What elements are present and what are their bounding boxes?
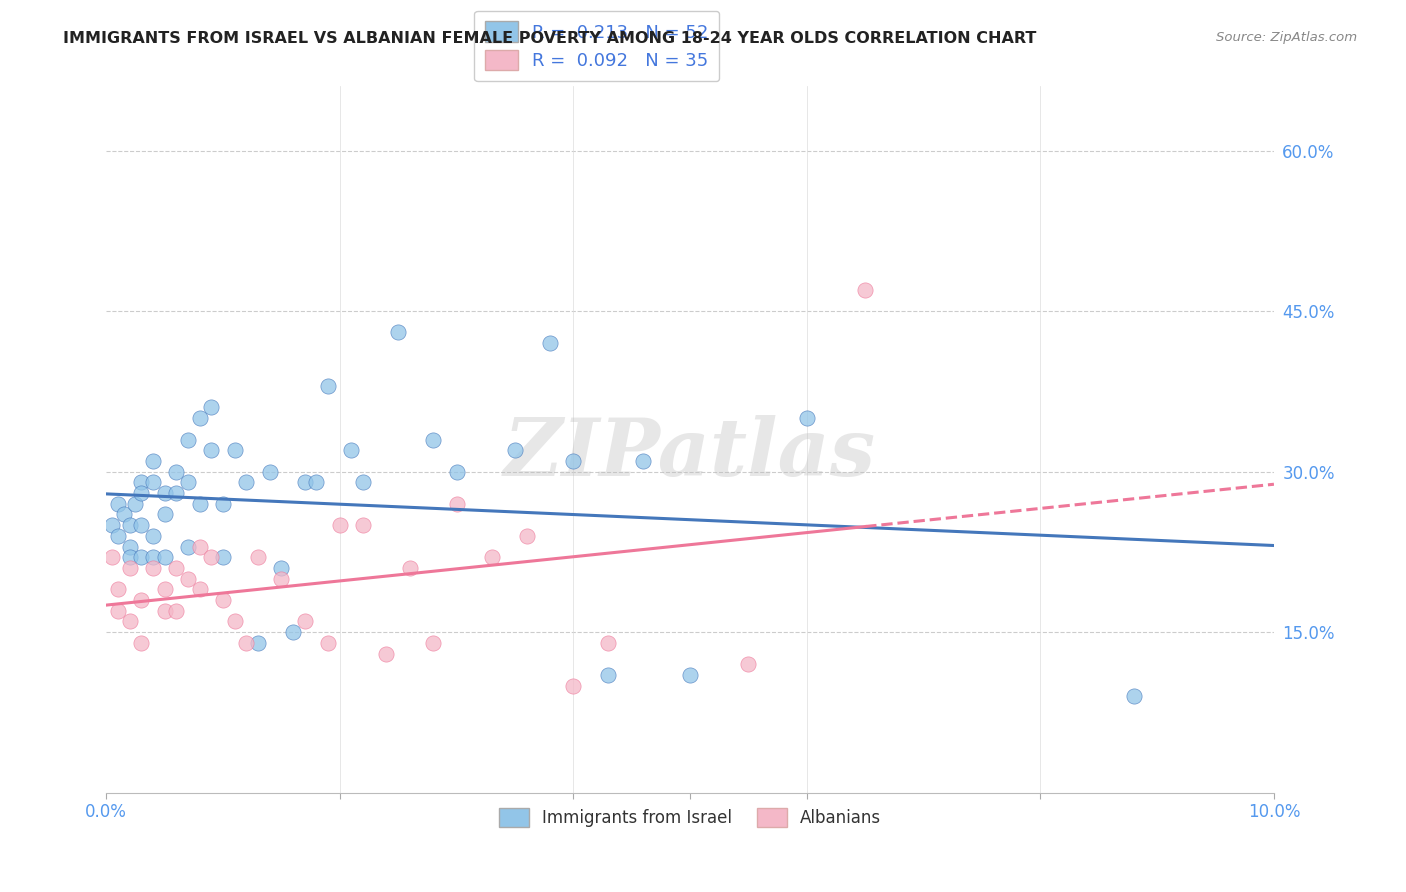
- Point: [177, 433, 200, 447]
- Point: [142, 475, 165, 490]
- Point: [796, 411, 818, 425]
- Point: [316, 379, 339, 393]
- Point: [212, 550, 235, 565]
- Point: [562, 454, 585, 468]
- Point: [165, 465, 187, 479]
- Point: [398, 561, 420, 575]
- Point: [224, 615, 246, 629]
- Point: [212, 497, 235, 511]
- Point: [679, 668, 702, 682]
- Point: [118, 615, 141, 629]
- Point: [387, 326, 409, 340]
- Point: [107, 582, 129, 597]
- Point: [224, 443, 246, 458]
- Point: [446, 497, 468, 511]
- Legend: Immigrants from Israel, Albanians: Immigrants from Israel, Albanians: [492, 801, 889, 834]
- Point: [129, 550, 152, 565]
- Text: ZIPatlas: ZIPatlas: [503, 415, 876, 492]
- Point: [188, 540, 211, 554]
- Point: [142, 454, 165, 468]
- Point: [329, 518, 352, 533]
- Point: [598, 636, 620, 650]
- Point: [235, 636, 257, 650]
- Point: [129, 475, 152, 490]
- Point: [598, 668, 620, 682]
- Point: [538, 336, 561, 351]
- Point: [352, 475, 374, 490]
- Point: [375, 647, 398, 661]
- Point: [212, 593, 235, 607]
- Point: [281, 625, 304, 640]
- Point: [316, 636, 339, 650]
- Point: [129, 636, 152, 650]
- Point: [305, 475, 328, 490]
- Point: [270, 561, 292, 575]
- Point: [177, 572, 200, 586]
- Point: [352, 518, 374, 533]
- Point: [188, 411, 211, 425]
- Point: [294, 475, 316, 490]
- Point: [142, 550, 165, 565]
- Point: [124, 497, 146, 511]
- Point: [188, 497, 211, 511]
- Point: [200, 401, 222, 415]
- Point: [516, 529, 538, 543]
- Point: [107, 604, 129, 618]
- Point: [165, 604, 187, 618]
- Point: [129, 486, 152, 500]
- Point: [259, 465, 281, 479]
- Text: Source: ZipAtlas.com: Source: ZipAtlas.com: [1216, 31, 1357, 45]
- Point: [188, 582, 211, 597]
- Point: [142, 529, 165, 543]
- Point: [853, 283, 876, 297]
- Point: [1122, 690, 1144, 704]
- Point: [153, 582, 176, 597]
- Point: [153, 550, 176, 565]
- Point: [200, 443, 222, 458]
- Point: [107, 497, 129, 511]
- Point: [247, 550, 270, 565]
- Point: [118, 540, 141, 554]
- Point: [112, 508, 135, 522]
- Point: [101, 518, 124, 533]
- Point: [737, 657, 759, 672]
- Point: [422, 433, 444, 447]
- Point: [165, 486, 187, 500]
- Point: [165, 561, 187, 575]
- Point: [446, 465, 468, 479]
- Point: [340, 443, 363, 458]
- Point: [200, 550, 222, 565]
- Point: [153, 604, 176, 618]
- Point: [118, 550, 141, 565]
- Text: IMMIGRANTS FROM ISRAEL VS ALBANIAN FEMALE POVERTY AMONG 18-24 YEAR OLDS CORRELAT: IMMIGRANTS FROM ISRAEL VS ALBANIAN FEMAL…: [63, 31, 1036, 46]
- Point: [129, 518, 152, 533]
- Point: [422, 636, 444, 650]
- Point: [101, 550, 124, 565]
- Point: [153, 508, 176, 522]
- Point: [633, 454, 655, 468]
- Point: [294, 615, 316, 629]
- Point: [270, 572, 292, 586]
- Point: [235, 475, 257, 490]
- Point: [107, 529, 129, 543]
- Point: [153, 486, 176, 500]
- Point: [118, 518, 141, 533]
- Point: [177, 540, 200, 554]
- Point: [177, 475, 200, 490]
- Point: [562, 679, 585, 693]
- Point: [503, 443, 526, 458]
- Point: [118, 561, 141, 575]
- Point: [481, 550, 503, 565]
- Point: [142, 561, 165, 575]
- Point: [129, 593, 152, 607]
- Point: [247, 636, 270, 650]
